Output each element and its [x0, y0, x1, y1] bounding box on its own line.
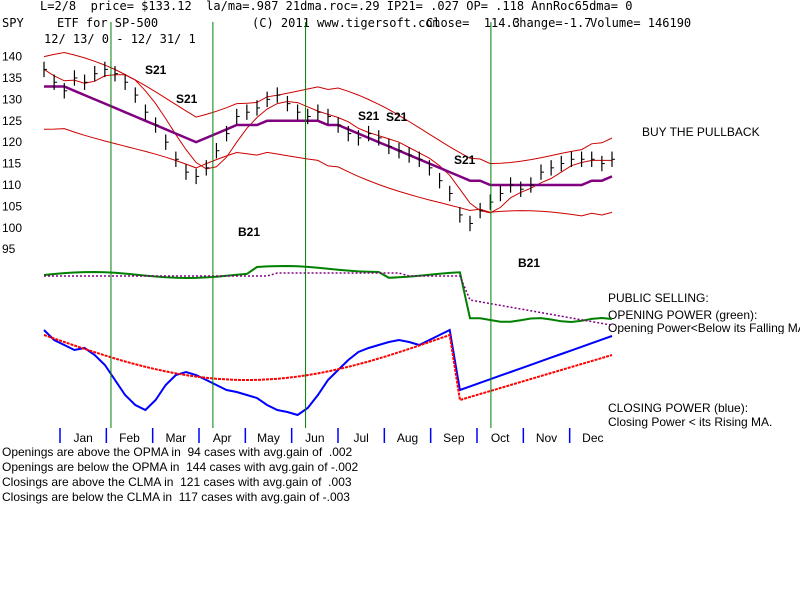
close-value: Close= 114.3 — [426, 16, 520, 30]
month-label: Aug — [397, 431, 418, 445]
signal-label: S21 — [145, 63, 167, 77]
closing-power-title: CLOSING POWER (blue): — [608, 401, 749, 415]
opening-power-title: OPENING POWER (green): — [608, 308, 758, 322]
signal-label: S21 — [454, 153, 476, 167]
month-label: May — [257, 431, 280, 445]
buy-pullback-note: BUY THE PULLBACK — [642, 125, 760, 139]
ma-line — [44, 85, 613, 187]
month-label: Oct — [491, 431, 510, 445]
upper-band — [43, 51, 613, 165]
public-selling-note: PUBLIC SELLING: — [608, 291, 709, 305]
y-tick-label: 125 — [2, 114, 22, 128]
y-tick-label: 115 — [2, 157, 21, 171]
y-tick-label: 95 — [2, 242, 16, 256]
month-label: Jan — [73, 431, 92, 445]
y-tick-label: 120 — [2, 135, 22, 149]
short-ma-line — [43, 68, 612, 214]
closing-power-line — [43, 328, 613, 417]
month-label: Dec — [582, 431, 603, 445]
y-tick-label: 100 — [2, 221, 22, 235]
closing-power-desc: Closing Power < its Rising MA. — [608, 415, 773, 429]
stats-line-4: Closings are below the CLMA in 117 cases… — [2, 490, 350, 504]
etf-label: ETF for SP-500 — [57, 16, 159, 30]
copyright-label: (C) 2011 www.tigersoft.com — [252, 16, 440, 30]
header-stats-line: L=2/8 price= $133.12 la/ma=.987 21dma.ro… — [40, 0, 633, 13]
signal-label: S21 — [176, 92, 198, 106]
y-tick-label: 110 — [2, 178, 21, 192]
opening-power-line — [43, 264, 613, 324]
opening-ma-line — [44, 272, 613, 326]
month-label: Apr — [213, 431, 232, 445]
y-tick-label: 140 — [2, 50, 22, 64]
ticker-label: SPY — [2, 16, 24, 30]
stats-line-2: Openings are below the OPMA in 144 cases… — [2, 460, 359, 474]
date-range: 12/ 13/ 0 - 12/ 31/ 1 — [44, 32, 196, 46]
month-label: Sep — [443, 431, 465, 445]
stats-line-3: Closings are above the CLMA in 121 cases… — [2, 475, 352, 489]
volume-value: Volume= 146190 — [590, 16, 692, 30]
month-label: Feb — [119, 431, 140, 445]
y-tick-label: 105 — [2, 199, 22, 213]
opening-power-desc: Opening Power<Below its Falling MA — [608, 322, 800, 334]
stats-line-1: Openings are above the OPMA in 94 cases … — [2, 445, 353, 459]
change-value: Change=-1.7 — [512, 16, 592, 30]
signal-label: B21 — [238, 225, 260, 239]
closing-ma-line — [43, 333, 613, 402]
month-label: Jun — [305, 431, 324, 445]
month-label: Mar — [165, 431, 186, 445]
signal-label: S21 — [358, 109, 380, 123]
y-tick-label: 130 — [2, 92, 22, 106]
signal-label: S21 — [386, 110, 408, 124]
signal-label: B21 — [518, 256, 540, 270]
lower-band — [43, 128, 613, 217]
month-label: Nov — [536, 431, 557, 445]
y-tick-label: 135 — [2, 71, 22, 85]
month-label: Jul — [353, 431, 368, 445]
